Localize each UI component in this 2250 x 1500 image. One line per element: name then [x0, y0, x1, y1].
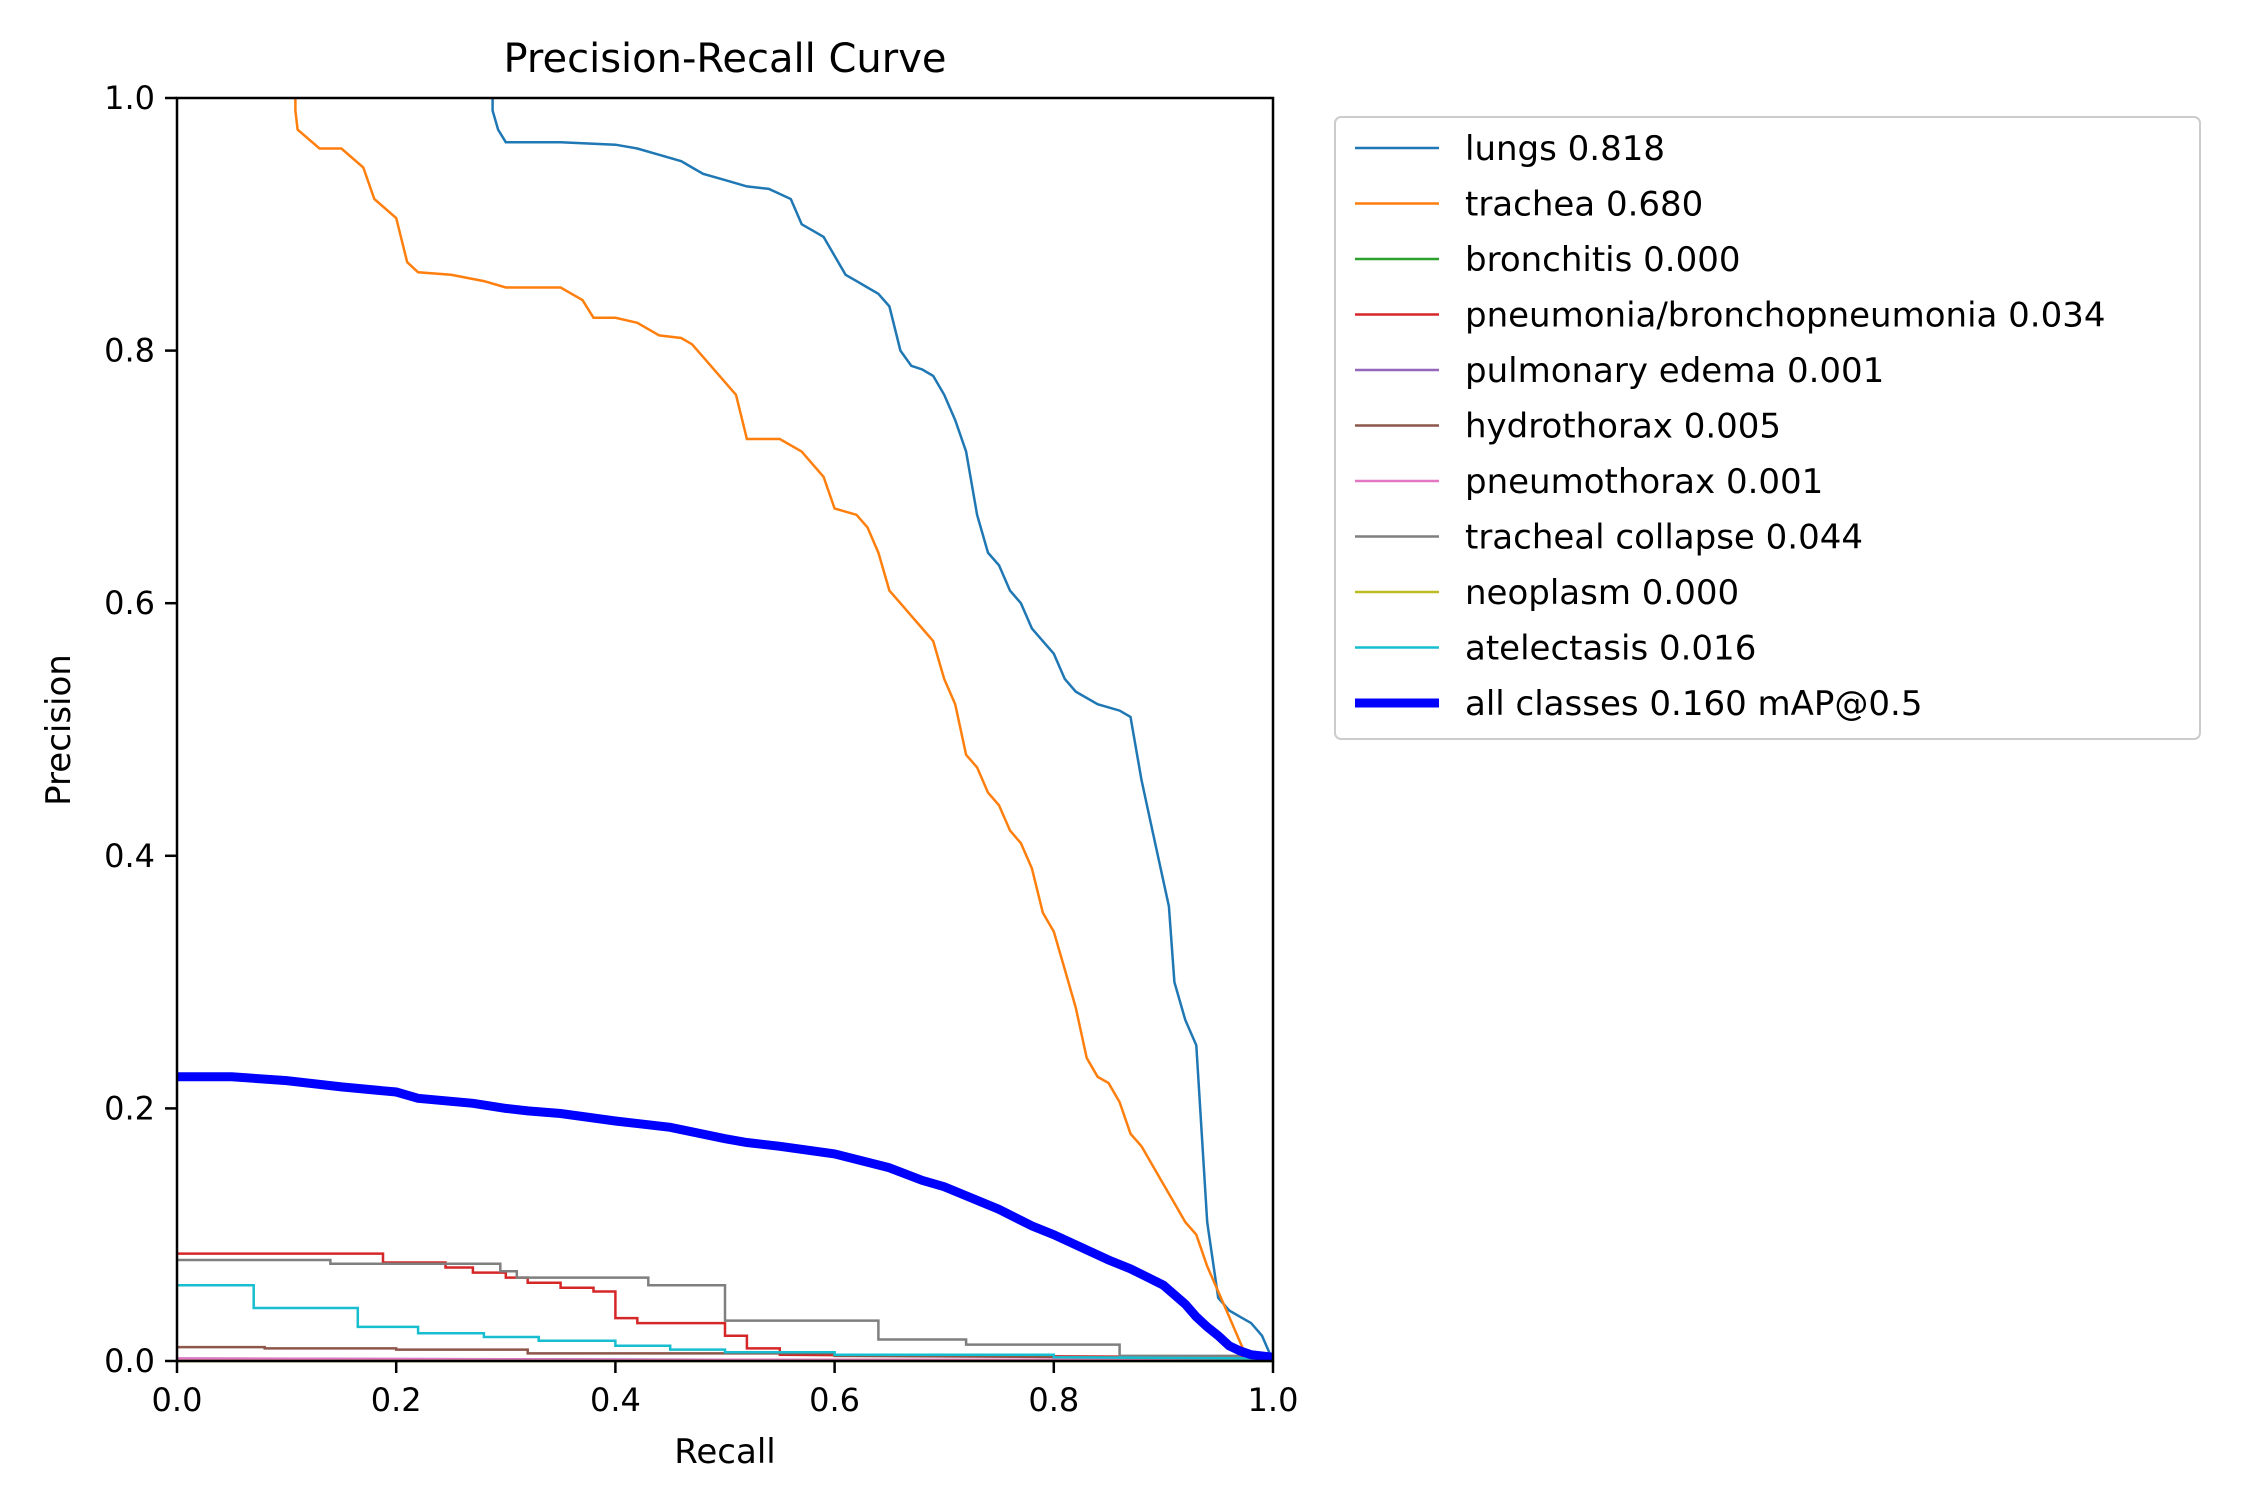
x-tick-label: 0.6 — [809, 1381, 860, 1419]
legend-label-all-classes-0-160-map-0-5: all classes 0.160 mAP@0.5 — [1465, 684, 1922, 724]
series-lines — [176, 98, 1275, 1363]
legend-label-lungs-0-818: lungs 0.818 — [1465, 129, 1665, 169]
legend-label-pneumonia-bronchopneumonia-0-034: pneumonia/bronchopneumonia 0.034 — [1465, 296, 2106, 336]
series-line-pneumothorax-0-001 — [176, 1357, 1273, 1361]
legend-label-trachea-0-680: trachea 0.680 — [1465, 185, 1703, 225]
x-tick-label: 0.2 — [371, 1381, 422, 1419]
legend: lungs 0.818 trachea 0.680 bronchitis 0.000… — [1334, 116, 2201, 740]
x-tick-label: 0.4 — [590, 1381, 641, 1419]
y-tick-label: 0.2 — [104, 1089, 155, 1127]
legend-label-bronchitis-0-000: bronchitis 0.000 — [1465, 240, 1741, 280]
x-axis-ticks: 0.0 0.2 0.4 0.6 0.8 1.0 — [152, 1361, 1299, 1419]
series-line-atelectasis-0-016 — [177, 1283, 1274, 1360]
legend-label-atelectasis-0-016: atelectasis 0.016 — [1465, 629, 1756, 669]
legend-label-pulmonary-edema-0-001: pulmonary edema 0.001 — [1465, 351, 1884, 391]
series-line-all-classes-0-160-map-0-5 — [177, 1072, 1274, 1362]
y-tick-label: 0.6 — [104, 584, 155, 622]
series-line-hydrothorax-0-005 — [177, 1345, 1274, 1360]
legend-label-tracheal-collapse-0-044: tracheal collapse 0.044 — [1465, 518, 1863, 558]
plot-frame — [175, 96, 1275, 1363]
x-axis-label: Recall — [674, 1432, 775, 1472]
series-line-pneumonia-bronchopneumonia-0-034 — [177, 1252, 1274, 1359]
y-tick-label: 0.8 — [104, 332, 155, 370]
series-line-lungs-0-818 — [491, 98, 1275, 1362]
y-tick-label: 1.0 — [104, 79, 155, 117]
y-tick-label: 0.4 — [104, 837, 155, 875]
series-line-trachea-0-680 — [294, 98, 1247, 1356]
chart-title: Precision-Recall Curve — [504, 36, 947, 82]
y-axis-label: Precision — [39, 654, 79, 806]
x-tick-label: 1.0 — [1248, 1381, 1299, 1419]
legend-label-hydrothorax-0-005: hydrothorax 0.005 — [1465, 407, 1781, 447]
legend-label-pneumothorax-0-001: pneumothorax 0.001 — [1465, 462, 1823, 502]
y-tick-label: 0.0 — [104, 1342, 155, 1380]
x-tick-label: 0.8 — [1028, 1381, 1079, 1419]
series-line-tracheal-collapse-0-044 — [177, 1258, 1273, 1360]
y-axis-ticks: 0.0 0.2 0.4 0.6 0.8 1.0 — [104, 79, 177, 1380]
legend-box — [1334, 116, 2201, 740]
x-tick-label: 0.0 — [152, 1381, 203, 1419]
legend-label-neoplasm-0-000: neoplasm 0.000 — [1465, 573, 1739, 613]
